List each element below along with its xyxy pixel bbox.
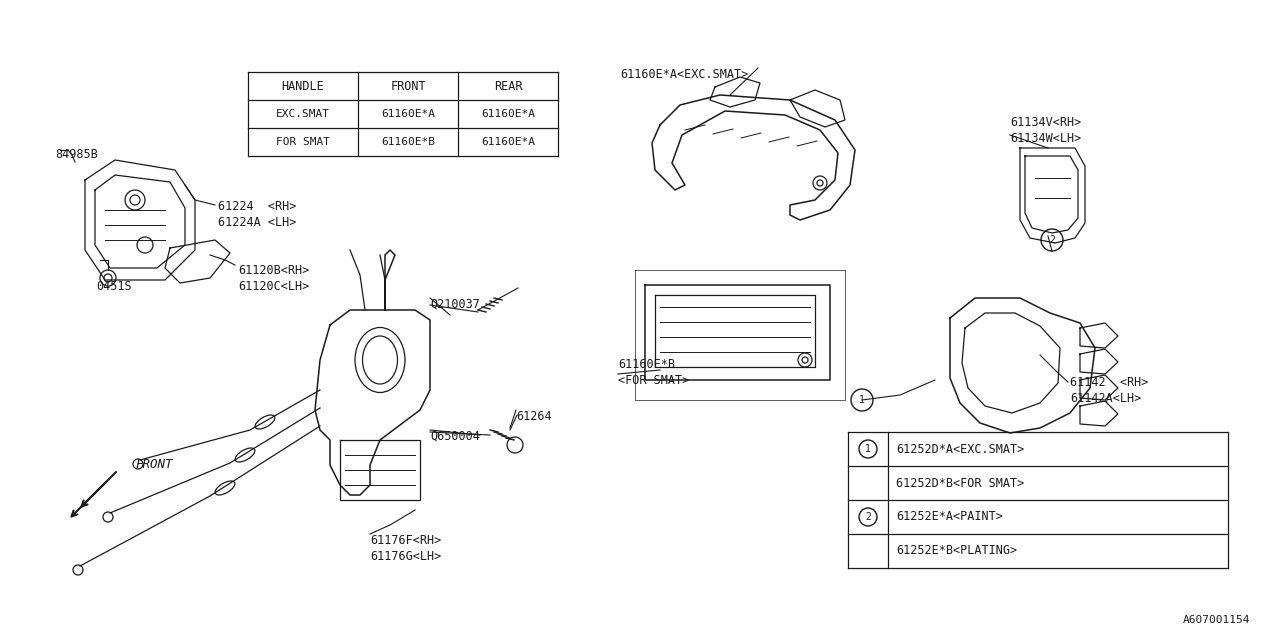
Text: 0451S: 0451S (96, 280, 132, 293)
Text: 61134W<LH>: 61134W<LH> (1010, 132, 1082, 145)
Text: HANDLE: HANDLE (282, 79, 324, 93)
Text: 1: 1 (865, 444, 870, 454)
Text: 61120C<LH>: 61120C<LH> (238, 280, 310, 293)
Text: Q650004: Q650004 (430, 430, 480, 443)
Text: Q210037: Q210037 (430, 298, 480, 311)
Text: 61160E*A<EXC.SMAT>: 61160E*A<EXC.SMAT> (620, 68, 749, 81)
Text: 61176G<LH>: 61176G<LH> (370, 550, 442, 563)
Text: FOR SMAT: FOR SMAT (276, 137, 330, 147)
Text: 2: 2 (1050, 235, 1055, 245)
Text: 61142A<LH>: 61142A<LH> (1070, 392, 1142, 405)
Text: 61142  <RH>: 61142 <RH> (1070, 376, 1148, 389)
Text: 61252D*B<FOR SMAT>: 61252D*B<FOR SMAT> (896, 477, 1024, 490)
Text: 61160E*A: 61160E*A (481, 137, 535, 147)
Text: 61252D*A<EXC.SMAT>: 61252D*A<EXC.SMAT> (896, 442, 1024, 456)
Text: <FOR SMAT>: <FOR SMAT> (618, 374, 689, 387)
Text: 61224A <LH>: 61224A <LH> (218, 216, 297, 229)
Text: 84985B: 84985B (55, 148, 97, 161)
Text: 61224  <RH>: 61224 <RH> (218, 200, 297, 213)
Text: 61252E*A<PAINT>: 61252E*A<PAINT> (896, 511, 1002, 524)
Text: 61160E*A: 61160E*A (481, 109, 535, 119)
Text: 2: 2 (865, 512, 870, 522)
Text: 61120B<RH>: 61120B<RH> (238, 264, 310, 277)
Text: 61264: 61264 (516, 410, 552, 423)
Text: EXC.SMAT: EXC.SMAT (276, 109, 330, 119)
Text: FRONT: FRONT (134, 458, 173, 470)
Text: 61176F<RH>: 61176F<RH> (370, 534, 442, 547)
Text: 61134V<RH>: 61134V<RH> (1010, 116, 1082, 129)
Text: REAR: REAR (494, 79, 522, 93)
Text: 61160E*B: 61160E*B (381, 137, 435, 147)
Text: FRONT: FRONT (390, 79, 426, 93)
Text: 1: 1 (859, 395, 865, 405)
Text: 61160E*A: 61160E*A (381, 109, 435, 119)
Text: 61160E*B: 61160E*B (618, 358, 675, 371)
Text: A607001154: A607001154 (1183, 615, 1251, 625)
Text: 61252E*B<PLATING>: 61252E*B<PLATING> (896, 545, 1018, 557)
